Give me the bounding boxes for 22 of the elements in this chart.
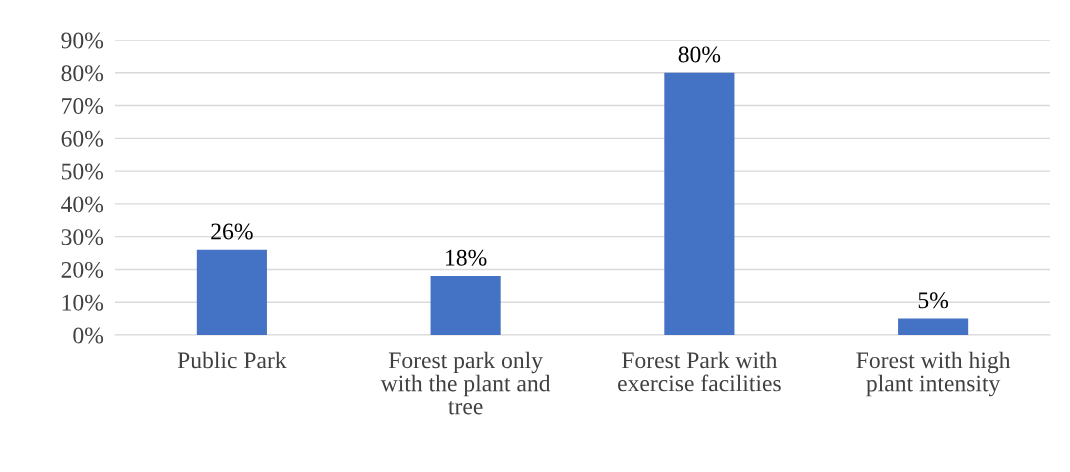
bar — [664, 72, 735, 335]
data-label: 80% — [678, 46, 721, 63]
bar — [430, 276, 501, 335]
y-tick-label: 50% — [61, 163, 104, 180]
bar — [196, 249, 267, 335]
y-tick-label: 30% — [61, 229, 104, 246]
y-tick-label: 10% — [62, 294, 104, 311]
y-tick-label: 20% — [61, 261, 104, 278]
x-tick-label: Forest park only with the plant and tree — [380, 351, 551, 415]
x-tick-label: Public Park — [177, 351, 287, 369]
bar — [898, 318, 969, 335]
data-label: 18% — [446, 249, 487, 266]
y-tick-label: 70% — [62, 98, 104, 115]
data-label: 5% — [918, 292, 949, 309]
x-tick-label: Forest Park with exercise facilities — [618, 351, 781, 392]
y-tick-label: 60% — [61, 130, 104, 147]
y-tick-label: 80% — [61, 65, 104, 82]
y-tick-label: 0% — [73, 327, 104, 344]
y-tick-label: 40% — [61, 196, 104, 213]
y-tick-label: 90% — [61, 32, 104, 49]
data-label: 26% — [211, 223, 253, 240]
x-tick-label: Forest with high plant intensity — [856, 351, 1011, 397]
